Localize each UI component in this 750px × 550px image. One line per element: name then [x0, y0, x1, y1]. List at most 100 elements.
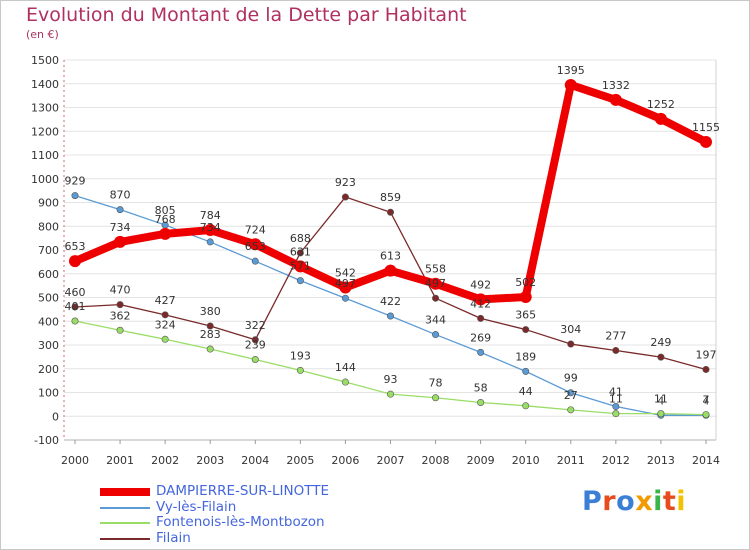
data-label: 344 [425, 314, 446, 327]
data-label: 653 [245, 240, 266, 253]
data-point [477, 398, 485, 406]
legend-swatch [100, 506, 150, 509]
data-point [251, 336, 259, 344]
data-point [432, 331, 440, 339]
data-point [159, 227, 172, 240]
y-tick-label: 400 [38, 315, 59, 328]
data-label: 93 [383, 373, 397, 386]
data-label: 322 [245, 319, 266, 332]
data-label: 923 [335, 176, 356, 189]
data-point [116, 301, 124, 309]
data-point [654, 112, 667, 125]
data-label: 11 [654, 393, 668, 406]
data-point [71, 303, 79, 311]
data-point [161, 335, 169, 343]
logo-letter: P [582, 486, 603, 517]
data-label: 1395 [557, 64, 585, 77]
data-point [251, 355, 259, 363]
data-label: 277 [605, 329, 626, 342]
data-point [657, 410, 665, 418]
data-point [294, 260, 307, 273]
data-label: 422 [380, 295, 401, 308]
data-label: 11 [609, 393, 623, 406]
data-label: 58 [474, 381, 488, 394]
chart-title: Evolution du Montant de la Dette par Hab… [26, 4, 467, 26]
data-label: 502 [515, 276, 536, 289]
x-tick-label: 2008 [422, 454, 450, 467]
data-label: 304 [560, 323, 581, 336]
data-point [204, 224, 217, 237]
data-label: 27 [564, 389, 578, 402]
data-label: 1252 [647, 98, 675, 111]
data-point [522, 367, 530, 375]
data-label: 768 [155, 213, 176, 226]
legend-label: Fontenois-lès-Montbozon [156, 514, 325, 530]
data-label: 470 [110, 284, 131, 297]
data-point [386, 208, 394, 216]
data-point [519, 291, 532, 304]
x-tick-label: 2009 [467, 454, 495, 467]
data-point [341, 294, 349, 302]
logo-letter: i [653, 486, 663, 517]
data-label: 269 [470, 331, 491, 344]
x-tick-label: 2012 [602, 454, 630, 467]
data-label: 249 [650, 336, 671, 349]
x-tick-label: 2005 [286, 454, 314, 467]
y-tick-label: 600 [38, 268, 59, 281]
axis-layer: -100 0 100 200 300 400 500 600 700 800 900 1000 1100… [31, 54, 720, 467]
logo-letter: t [662, 486, 677, 517]
data-point [567, 406, 575, 414]
data-label: 734 [200, 221, 221, 234]
data-point [567, 340, 575, 348]
data-label: 784 [200, 209, 221, 222]
data-point [429, 277, 442, 290]
data-label: 571 [290, 260, 311, 273]
data-label: 44 [519, 385, 533, 398]
data-label: 144 [335, 361, 356, 374]
data-point [564, 78, 577, 91]
data-point [341, 378, 349, 386]
data-point [386, 390, 394, 398]
x-tick-label: 2000 [61, 454, 89, 467]
logo-letter: x [635, 486, 654, 517]
data-point [702, 365, 710, 373]
data-point [612, 410, 620, 418]
data-label: 653 [65, 240, 86, 253]
data-label: 99 [564, 372, 578, 385]
data-label: 497 [425, 277, 446, 290]
legend-label: Filain [156, 529, 191, 546]
y-tick-label: 100 [38, 387, 59, 400]
data-point [116, 326, 124, 334]
data-point [206, 322, 214, 330]
data-point [116, 206, 124, 214]
y-tick-label: 1100 [31, 149, 59, 162]
data-label: 870 [110, 189, 131, 202]
data-point [341, 193, 349, 201]
data-label: 734 [110, 221, 131, 234]
data-label: 283 [200, 328, 221, 341]
data-label: 380 [200, 305, 221, 318]
x-tick-label: 2013 [647, 454, 675, 467]
y-tick-label: 500 [38, 292, 59, 305]
y-tick-label: 0 [52, 410, 59, 423]
logo-letter: o [616, 486, 636, 517]
data-label: 193 [290, 349, 311, 362]
y-tick-label: 800 [38, 220, 59, 233]
x-tick-label: 2011 [557, 454, 585, 467]
data-point [432, 394, 440, 402]
data-label: 805 [155, 204, 176, 217]
data-label: 412 [470, 297, 491, 310]
data-point [522, 326, 530, 334]
data-point [477, 314, 485, 322]
data-label: 631 [290, 245, 311, 258]
data-label: 4 [657, 394, 664, 407]
y-tick-label: 900 [38, 197, 59, 210]
proxiti-logo: Proxiti [582, 486, 686, 517]
data-point [71, 192, 79, 200]
data-label: 460 [65, 286, 86, 299]
y-tick-label: 1000 [31, 173, 59, 186]
legend-swatch [100, 537, 150, 540]
data-label: 1155 [692, 121, 720, 134]
data-label: 324 [155, 318, 176, 331]
data-label: 613 [380, 250, 401, 263]
